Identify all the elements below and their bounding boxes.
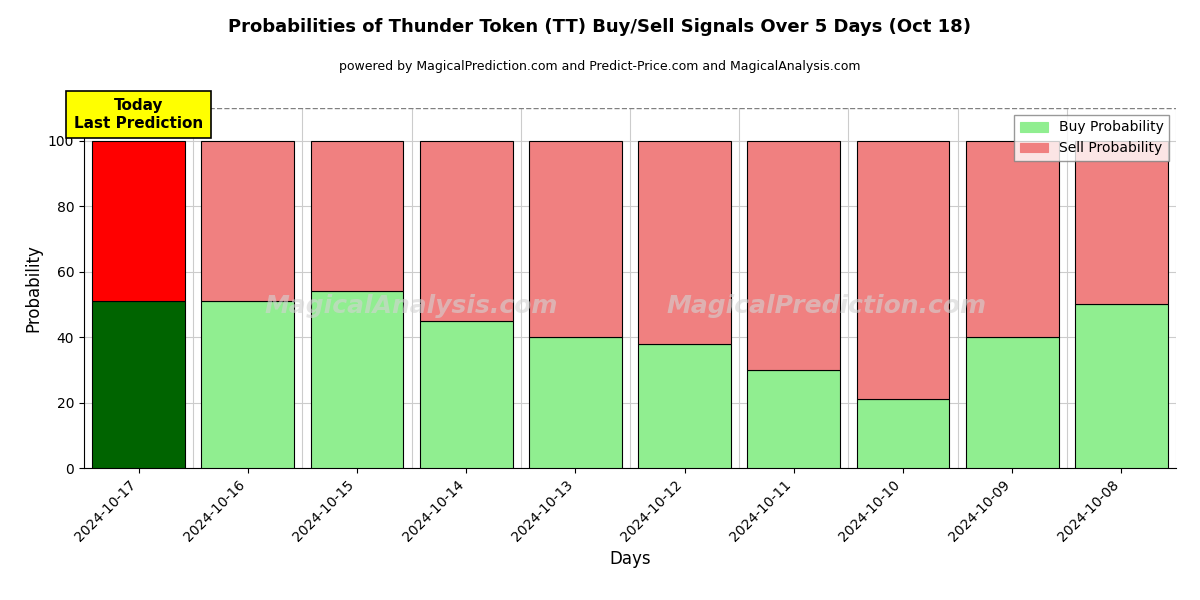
Bar (529, 337, 622, 468)
Legend: Buy Probability, Sell Probability: Buy Probability, Sell Probability (1014, 115, 1169, 161)
Bar (857, 141, 949, 399)
Bar (311, 291, 403, 468)
Bar (420, 141, 512, 321)
Bar (420, 321, 512, 468)
Text: MagicalPrediction.com: MagicalPrediction.com (666, 294, 986, 318)
Text: Today
Last Prediction: Today Last Prediction (74, 98, 203, 131)
Text: MagicalAnalysis.com: MagicalAnalysis.com (265, 294, 558, 318)
Bar (92, 301, 185, 468)
Bar (748, 370, 840, 468)
Bar (1075, 141, 1168, 304)
Bar (1075, 304, 1168, 468)
Bar (748, 141, 840, 370)
Bar (638, 141, 731, 344)
Y-axis label: Probability: Probability (24, 244, 42, 332)
Bar (966, 141, 1058, 337)
Bar (857, 399, 949, 468)
Text: powered by MagicalPrediction.com and Predict-Price.com and MagicalAnalysis.com: powered by MagicalPrediction.com and Pre… (340, 60, 860, 73)
Bar (638, 344, 731, 468)
Text: Probabilities of Thunder Token (TT) Buy/Sell Signals Over 5 Days (Oct 18): Probabilities of Thunder Token (TT) Buy/… (228, 18, 972, 36)
Bar (92, 141, 185, 301)
Bar (202, 301, 294, 468)
Bar (311, 141, 403, 291)
X-axis label: Days: Days (610, 550, 650, 568)
Bar (966, 337, 1058, 468)
Bar (202, 141, 294, 301)
Bar (529, 141, 622, 337)
